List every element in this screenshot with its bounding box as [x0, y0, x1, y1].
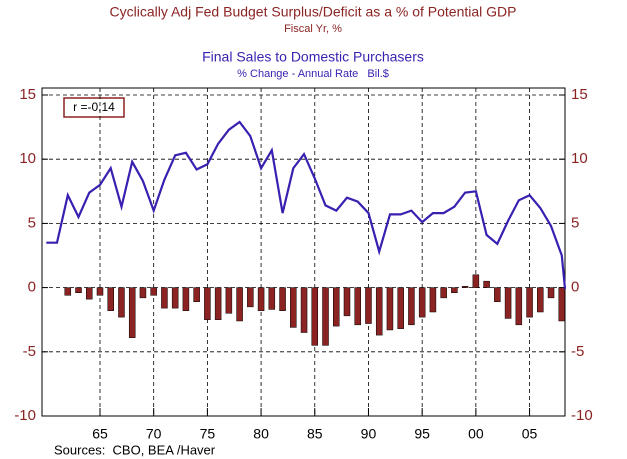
bar [397, 287, 404, 329]
bar [440, 287, 447, 299]
chart-title: Cyclically Adj Fed Budget Surplus/Defici… [110, 4, 517, 20]
bar [171, 287, 179, 309]
x-tick-label: 70 [146, 426, 162, 442]
plot-frame [41, 87, 566, 417]
x-tick-label: 65 [92, 426, 108, 442]
bar [161, 287, 168, 309]
bar [483, 280, 490, 288]
y-tick-label: 10 [19, 150, 36, 167]
y2-tick-label: 0 [571, 279, 579, 296]
bar [537, 287, 544, 313]
x-tick-label: 90 [361, 426, 377, 442]
bar [193, 287, 200, 302]
bar [408, 287, 415, 326]
bar [128, 287, 136, 338]
bar [150, 287, 157, 296]
bar [322, 287, 329, 346]
annotation: r =-0.14 [73, 100, 115, 114]
bar [451, 287, 458, 293]
annotation-box [63, 97, 125, 118]
bar [494, 287, 501, 302]
bar [204, 287, 211, 320]
source: Sources: CBO, BEA /Haver [54, 442, 216, 457]
bar [526, 287, 533, 318]
line [46, 120, 567, 290]
y2-tick-label: 5 [571, 214, 579, 231]
bar [418, 287, 426, 318]
bar [375, 287, 383, 336]
bar [268, 287, 276, 310]
bar [354, 287, 361, 326]
bar [139, 287, 147, 299]
y2-tick-label: -5 [571, 343, 584, 360]
y-tick-label: 0 [28, 279, 36, 296]
bar [96, 287, 104, 296]
bar [300, 287, 308, 333]
bar [247, 287, 254, 308]
bar [365, 287, 372, 324]
bar [214, 287, 222, 320]
bar [279, 287, 286, 311]
bar [86, 287, 93, 300]
bar [343, 287, 351, 317]
bar [472, 274, 480, 288]
bar [290, 287, 297, 328]
bar [311, 287, 319, 346]
bar [118, 287, 125, 318]
bar [547, 287, 555, 299]
bar [461, 286, 469, 288]
y2-tick-label: 10 [571, 150, 588, 167]
bar [107, 287, 114, 311]
x-tick-label: 05 [522, 426, 538, 442]
bar [225, 287, 233, 314]
bar [515, 287, 523, 326]
bar [182, 287, 190, 311]
y-tick-label: 5 [28, 214, 36, 231]
bar [386, 287, 394, 331]
bar [333, 287, 340, 327]
x-tick-label: 85 [307, 426, 323, 442]
line-title: Final Sales to Domestic Purchasers [202, 49, 424, 65]
y-tick-label: -10 [14, 407, 36, 424]
bar [429, 287, 437, 313]
y2-tick-label: -10 [571, 407, 593, 424]
x-tick-label: 80 [253, 426, 269, 442]
x-tick-label: 95 [414, 426, 430, 442]
y-tick-label: -5 [23, 343, 36, 360]
bar [257, 287, 265, 311]
x-tick-label: 00 [468, 426, 484, 442]
y2-tick-label: 15 [571, 86, 588, 103]
x-tick-label: 75 [200, 426, 216, 442]
line-subtitle: % Change - Annual Rate Bil.$ [237, 68, 389, 80]
bar [64, 287, 72, 296]
chart-subtitle: Fiscal Yr, % [284, 23, 342, 35]
bar [504, 287, 512, 319]
bar [236, 287, 243, 322]
y-tick-label: 15 [19, 86, 36, 103]
bar [558, 287, 566, 322]
bar [75, 287, 82, 293]
